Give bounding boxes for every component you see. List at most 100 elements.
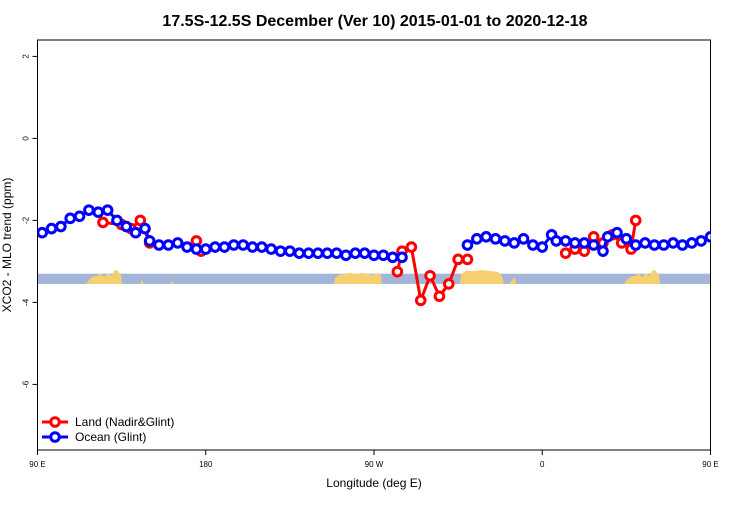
data-point-ocean: [73, 210, 86, 223]
data-point-ocean: [377, 249, 390, 262]
data-point-ocean: [489, 233, 502, 245]
data-point-ocean: [199, 243, 212, 255]
legend-label-land: Land (Nadir&Glint): [75, 415, 174, 429]
data-point-ocean: [101, 204, 114, 216]
data-point-land: [97, 216, 109, 229]
x-tick-label: 0: [540, 460, 545, 469]
legend-marker-ocean: [49, 431, 61, 443]
data-point-land: [391, 265, 404, 278]
data-point-ocean: [349, 247, 362, 259]
y-axis-title: XCO2 - MLO trend (ppm): [0, 178, 14, 313]
data-point-ocean: [559, 235, 572, 247]
land-mask-area: [460, 270, 504, 284]
x-axis-title: Longitude (deg E): [326, 476, 421, 490]
data-point-ocean: [92, 206, 105, 218]
land-mask-area: [624, 270, 660, 284]
legend: Land (Nadir&Glint) Ocean (Glint): [42, 415, 174, 444]
data-point-ocean: [37, 226, 48, 239]
data-point-ocean: [139, 222, 151, 235]
data-point-ocean: [368, 249, 380, 262]
data-point-ocean: [587, 239, 600, 251]
data-point-ocean: [550, 235, 563, 247]
data-point-land: [134, 214, 147, 227]
x-tick-label: 90 W: [365, 460, 384, 469]
data-point-land: [559, 247, 572, 259]
land-mask-area: [86, 270, 122, 284]
y-axis: 2 0 -2 -4 -6: [22, 54, 38, 388]
legend-item-ocean: Ocean (Glint): [42, 430, 146, 444]
land-mask-area: [170, 281, 174, 284]
legend-item-land: Land (Nadir&Glint): [42, 415, 174, 429]
data-point-ocean: [611, 226, 623, 239]
x-tick-label: 90 E: [29, 460, 45, 469]
data-point-ocean: [129, 226, 142, 239]
data-point-ocean: [153, 239, 165, 251]
data-point-ocean: [246, 241, 259, 253]
data-point-ocean: [218, 241, 231, 253]
data-point-ocean: [274, 245, 287, 257]
data-point-ocean: [162, 239, 175, 251]
x-axis: 90 E 180 90 W 0 90 E: [29, 450, 719, 469]
data-point-ocean: [143, 235, 156, 247]
data-point-ocean: [181, 241, 193, 253]
legend-marker-land: [49, 416, 61, 428]
y-tick-label: -4: [22, 298, 31, 306]
data-point-ocean: [293, 247, 306, 259]
data-point-ocean: [45, 222, 58, 235]
data-point-land: [414, 294, 427, 307]
data-point-ocean: [639, 237, 651, 249]
data-point-ocean: [629, 239, 642, 251]
data-point-ocean: [527, 239, 539, 251]
chart-title: 17.5S-12.5S December (Ver 10) 2015-01-01…: [162, 13, 587, 30]
data-point-ocean: [536, 241, 549, 253]
data-point-ocean: [648, 239, 661, 251]
data-point-land: [629, 214, 642, 227]
data-point-ocean: [111, 214, 123, 227]
series-clip-group: [37, 204, 711, 307]
data-point-ocean: [190, 243, 203, 255]
y-tick-label: -6: [22, 380, 31, 388]
y-tick-label: 0: [22, 136, 31, 141]
data-point-ocean: [265, 243, 277, 255]
data-point-land: [405, 241, 418, 253]
data-point-ocean: [667, 237, 679, 249]
data-point-ocean: [321, 247, 334, 259]
data-point-ocean: [704, 231, 711, 243]
data-point-land: [442, 278, 455, 290]
data-point-ocean: [499, 235, 511, 247]
data-point-ocean: [120, 220, 133, 233]
data-point-ocean: [686, 237, 698, 249]
data-point-ocean: [517, 233, 530, 245]
data-point-land: [452, 253, 464, 266]
data-point-ocean: [340, 249, 352, 262]
data-point-ocean: [508, 237, 521, 249]
x-tick-label: 90 E: [702, 460, 718, 469]
data-point-ocean: [597, 245, 609, 257]
legend-label-ocean: Ocean (Glint): [75, 430, 146, 444]
data-point-ocean: [55, 220, 67, 233]
data-point-ocean: [620, 233, 633, 245]
x-tick-label: 180: [199, 460, 213, 469]
data-point-ocean: [358, 247, 371, 259]
data-point-ocean: [471, 233, 483, 245]
data-point-ocean: [386, 251, 399, 264]
data-point-ocean: [480, 231, 492, 243]
data-point-ocean: [302, 247, 315, 259]
land-mask-area: [509, 277, 516, 284]
data-point-ocean: [657, 239, 670, 251]
data-point-ocean: [695, 235, 707, 247]
data-point-ocean: [256, 241, 268, 253]
land-mask-area: [140, 280, 144, 284]
data-point-ocean: [237, 239, 249, 251]
data-point-ocean: [209, 241, 221, 253]
data-point-ocean: [578, 237, 591, 249]
data-point-ocean: [330, 247, 343, 259]
y-tick-label: -2: [22, 216, 31, 224]
data-point-ocean: [461, 239, 474, 251]
land-mask-band: [37, 270, 711, 284]
data-point-ocean: [676, 239, 689, 251]
data-point-ocean: [284, 245, 296, 257]
data-point-ocean: [396, 251, 408, 264]
data-point-ocean: [312, 247, 324, 259]
